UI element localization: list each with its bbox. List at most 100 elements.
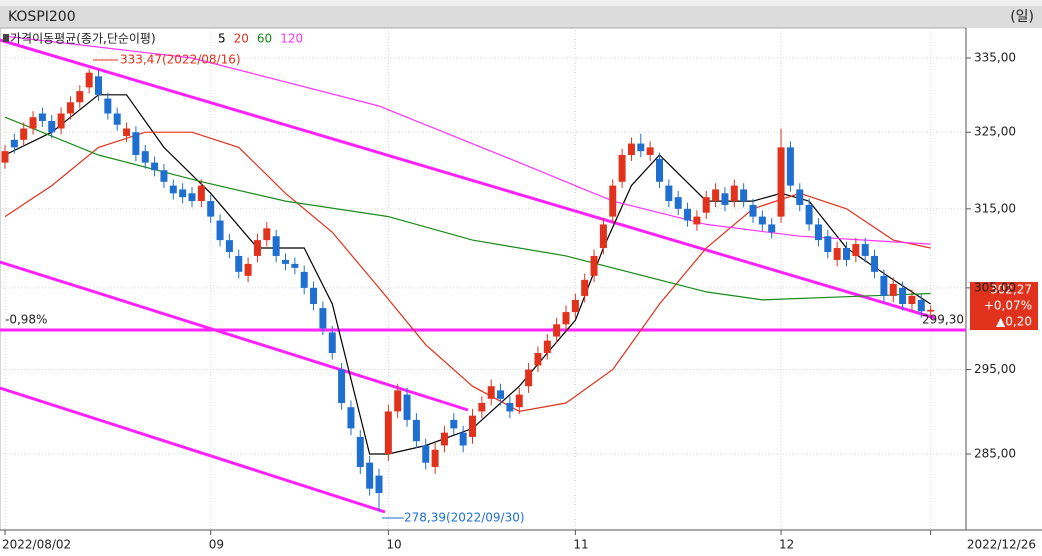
candle-body xyxy=(824,236,832,252)
price-value: 302,27 xyxy=(990,283,1032,297)
candle-body xyxy=(525,369,533,387)
candle-body xyxy=(151,162,159,171)
candle-body xyxy=(123,128,131,137)
line-price-label: 299,30 xyxy=(922,313,964,327)
x-tick-label: 09 xyxy=(209,538,224,552)
candle-body xyxy=(581,279,589,296)
candle-body xyxy=(328,332,336,353)
candle-body xyxy=(805,204,813,225)
candle-body xyxy=(10,139,18,148)
candle-body xyxy=(319,308,327,329)
candle-body xyxy=(469,415,476,437)
candle-body xyxy=(730,185,738,202)
candle-body xyxy=(646,147,654,155)
y-tick-label: 285,00 xyxy=(974,447,1016,461)
candle-body xyxy=(571,299,579,313)
low-label: 278,39(2022/09/30) xyxy=(404,511,525,525)
candle-body xyxy=(908,295,916,304)
candle-body xyxy=(871,255,879,272)
legend-entry: 5 xyxy=(218,32,226,46)
candle-body xyxy=(833,248,841,260)
ma-line xyxy=(4,35,931,245)
candle-body xyxy=(721,193,729,205)
candle-body xyxy=(291,263,299,268)
candle-body xyxy=(590,255,598,276)
legend-entry: 60 xyxy=(257,32,272,46)
candle-body xyxy=(169,185,177,194)
y-tick-label: 325,00 xyxy=(974,125,1016,139)
candle-body xyxy=(66,102,74,114)
candle-body xyxy=(366,462,374,489)
candle-body xyxy=(843,248,850,260)
candle-body xyxy=(637,143,645,152)
candle-body xyxy=(702,197,710,213)
y-tick-label: 335,00 xyxy=(974,50,1016,64)
candle-body xyxy=(188,193,196,202)
candle-body xyxy=(48,120,56,133)
candle-body xyxy=(917,299,925,312)
candle-body xyxy=(618,154,626,182)
candle-body xyxy=(29,117,37,129)
period-label: (일) xyxy=(1010,9,1034,25)
candle-body xyxy=(141,151,149,163)
candle-body xyxy=(412,419,420,442)
candle-body xyxy=(347,407,355,429)
candle-body xyxy=(356,436,364,467)
candle-body xyxy=(627,143,635,155)
candle-body xyxy=(684,208,692,221)
candle-body xyxy=(95,76,102,95)
y-tick-label: 315,00 xyxy=(974,201,1016,215)
candle-body xyxy=(216,220,224,241)
candle-body xyxy=(534,352,542,366)
candle-body xyxy=(599,224,607,249)
candle-body xyxy=(786,147,794,186)
price-change-pct: +0,07% xyxy=(984,299,1032,313)
ma-line xyxy=(4,94,931,455)
price-change: ▲0,20 xyxy=(996,315,1032,329)
candle-body xyxy=(179,189,187,198)
candle-body xyxy=(20,128,28,140)
candle-body xyxy=(861,244,869,256)
candle-body xyxy=(450,419,458,429)
candle-body xyxy=(104,98,112,114)
legend-entry: 120 xyxy=(280,32,303,46)
candle-body xyxy=(207,201,215,217)
y-tick-label: 305,00 xyxy=(974,280,1016,294)
candle-body xyxy=(515,394,523,408)
candle-body xyxy=(814,224,822,241)
trend-line xyxy=(0,38,936,320)
candle-body xyxy=(740,189,748,202)
candle-body xyxy=(758,216,766,225)
candle-body xyxy=(927,309,935,312)
plot-area xyxy=(0,27,967,531)
candle-body xyxy=(113,113,121,125)
trend-line xyxy=(0,386,386,514)
x-tick-label: 2022/08/02 xyxy=(2,538,71,552)
legend-title: 가격이동평균(종가,단순이평) xyxy=(10,32,156,46)
candle-body xyxy=(282,259,289,264)
trend-line xyxy=(0,260,469,412)
x-tick-label: 2022/12/26 xyxy=(967,538,1036,552)
candle-body xyxy=(497,390,505,399)
candle-body xyxy=(375,475,383,494)
candle-body xyxy=(562,312,570,325)
candle-body xyxy=(38,113,46,121)
legend-icon xyxy=(3,34,9,42)
candle-body xyxy=(300,271,308,288)
candle-body xyxy=(459,432,467,446)
grid xyxy=(0,30,966,530)
candle-body xyxy=(1,151,9,163)
candle-body xyxy=(749,204,757,217)
candle-body xyxy=(422,445,430,463)
candle-body xyxy=(431,449,439,467)
candle-body xyxy=(132,132,140,155)
candle-body xyxy=(338,369,346,403)
candle-body xyxy=(403,394,411,420)
toolbar-strip xyxy=(0,0,1042,6)
candle-body xyxy=(852,244,860,256)
candle-body xyxy=(160,170,168,182)
candle-body xyxy=(235,255,243,272)
candle-body xyxy=(553,324,561,337)
